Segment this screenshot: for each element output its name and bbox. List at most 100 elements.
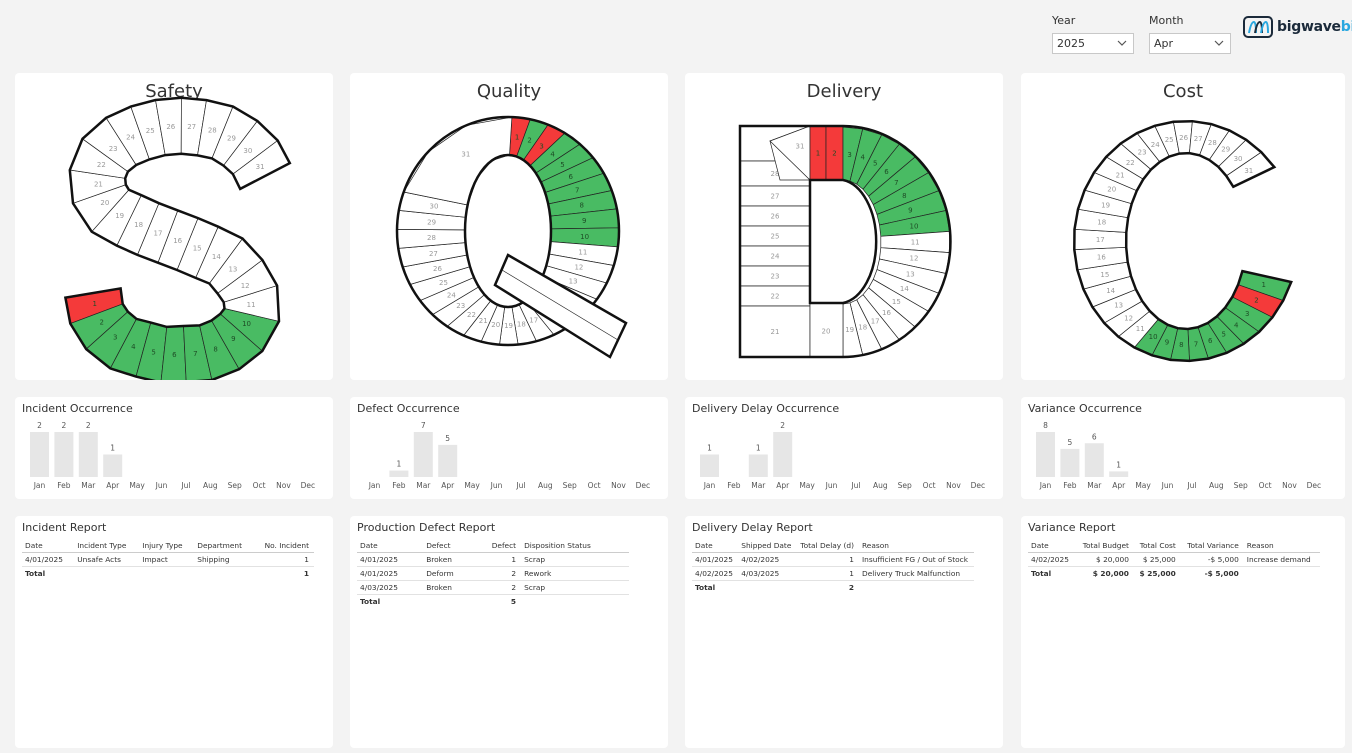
quality-letter-q-calendar: 1234567891011121314151617181920212223242… xyxy=(395,115,628,359)
chevron-down-icon xyxy=(1117,40,1127,46)
table-cell: 1 xyxy=(254,552,314,567)
bar[interactable] xyxy=(748,454,768,478)
day-label: 6 xyxy=(1208,337,1213,345)
column-header[interactable]: Defect xyxy=(474,538,522,553)
safety-title: Safety xyxy=(145,81,203,102)
column-header[interactable]: Shipped Date xyxy=(738,538,797,553)
bar[interactable] xyxy=(54,432,74,477)
column-header[interactable]: Date xyxy=(357,538,424,553)
day-cell[interactable]: 22 xyxy=(739,285,811,307)
day-cell[interactable]: 1 xyxy=(809,125,827,181)
column-header[interactable]: Date xyxy=(1028,538,1077,553)
day-label: 26 xyxy=(1179,134,1188,142)
delivery-card: Delivery 2928272625242322213031123456789… xyxy=(685,73,1003,380)
x-tick-label: Jan xyxy=(1039,481,1052,490)
table-cell: 4/01/2025 xyxy=(692,552,739,567)
day-cell[interactable]: 2 xyxy=(825,125,844,181)
chart-title: Defect Occurrence xyxy=(357,402,460,415)
table-row: 4/02/2025 4/03/2025 1 Delivery Truck Malfun… xyxy=(692,566,974,581)
data-label: 1 xyxy=(756,444,761,453)
column-header[interactable]: Incident Type xyxy=(74,538,140,553)
defect-occurrence-card: Defect Occurrence Jan Feb 1 Mar 7 Apr 5 May Jun J… xyxy=(350,397,668,499)
table-cell: Total xyxy=(1031,569,1052,578)
bar[interactable] xyxy=(78,432,98,477)
column-header[interactable]: Disposition Status xyxy=(521,538,629,553)
column-header[interactable]: Department xyxy=(194,538,255,553)
bar[interactable] xyxy=(1036,432,1055,477)
day-label: 29 xyxy=(427,218,436,226)
x-tick-label: Jun xyxy=(825,481,838,490)
year-dropdown[interactable]: 2025 xyxy=(1052,33,1134,54)
bar[interactable] xyxy=(1084,443,1104,477)
day-cell[interactable]: 20 xyxy=(809,302,844,358)
day-label: 31 xyxy=(461,150,470,158)
table-cell: 4/02/2025 xyxy=(692,566,739,581)
data-label: 6 xyxy=(1092,432,1097,441)
total-row: Total 2 xyxy=(692,581,974,595)
x-tick-label: Feb xyxy=(1063,481,1077,490)
column-header[interactable]: Total Variance xyxy=(1180,538,1244,553)
table-cell: Shipping xyxy=(194,552,255,567)
bar[interactable] xyxy=(413,432,433,477)
column-header[interactable]: Reason xyxy=(1243,538,1320,553)
bar[interactable] xyxy=(700,454,719,478)
day-label: 24 xyxy=(126,134,135,142)
x-tick-label: Mar xyxy=(81,481,96,490)
day-label: 16 xyxy=(882,309,891,317)
column-header[interactable]: Total Delay (d) xyxy=(796,538,859,553)
day-label: 12 xyxy=(574,264,583,272)
x-tick-label: Nov xyxy=(946,481,961,490)
column-header[interactable]: Date xyxy=(22,538,75,553)
data-label: 1 xyxy=(397,460,402,469)
table-cell: 4/03/2025 xyxy=(357,580,424,595)
table-cell: Unsafe Acts xyxy=(74,552,140,567)
bar[interactable] xyxy=(30,432,49,477)
day-label: 26 xyxy=(166,123,175,131)
day-label: 25 xyxy=(146,127,155,135)
day-cell[interactable]: 21 xyxy=(739,305,811,358)
production-defect-report-table: Date Defect Defect Disposition Status 4/01/2… xyxy=(357,538,629,608)
bar[interactable] xyxy=(389,470,409,477)
day-cell[interactable]: 23 xyxy=(739,265,811,287)
column-header[interactable]: Total Budget xyxy=(1076,538,1134,553)
x-tick-label: Nov xyxy=(276,481,291,490)
day-cell[interactable]: 24 xyxy=(739,245,811,267)
day-label: 12 xyxy=(1124,314,1133,322)
column-header[interactable]: Defect xyxy=(423,538,475,553)
month-filter: Month Apr xyxy=(1149,14,1231,54)
day-label: 22 xyxy=(97,161,106,169)
x-tick-label: Sep xyxy=(1234,481,1248,490)
column-header[interactable]: Total Cost xyxy=(1133,538,1181,553)
day-cell[interactable]: 27 xyxy=(739,185,811,207)
table-cell: 4/01/2025 xyxy=(22,552,75,567)
day-cell[interactable]: 26 xyxy=(739,205,811,227)
column-header[interactable]: Injury Type xyxy=(139,538,195,553)
table-cell: Broken xyxy=(423,552,475,567)
table-cell: -$ 5,000 xyxy=(1204,569,1239,578)
day-cell[interactable]: 25 xyxy=(739,225,811,247)
column-header[interactable]: Date xyxy=(692,538,739,553)
bar[interactable] xyxy=(103,454,123,478)
bar[interactable] xyxy=(438,444,458,477)
data-label: 1 xyxy=(1116,460,1121,469)
year-filter: Year 2025 xyxy=(1052,14,1134,54)
day-label: 27 xyxy=(771,193,780,201)
table-row: 4/01/2025 Deform 2 Rework xyxy=(357,566,629,581)
column-header[interactable]: No. Incident xyxy=(254,538,314,553)
day-label: 30 xyxy=(1234,155,1243,163)
report-title: Delivery Delay Report xyxy=(692,521,813,534)
table-cell xyxy=(1244,567,1320,581)
x-tick-label: Feb xyxy=(727,481,741,490)
day-label: 8 xyxy=(580,201,584,209)
table-row: 4/03/2025 Broken 2 Scrap xyxy=(357,580,629,595)
day-label: 14 xyxy=(900,285,909,293)
bar[interactable] xyxy=(773,432,793,477)
day-label: 22 xyxy=(771,293,780,301)
day-label: 23 xyxy=(1138,148,1147,156)
day-label: 21 xyxy=(479,317,488,325)
bar[interactable] xyxy=(1109,471,1129,477)
month-dropdown[interactable]: Apr xyxy=(1149,33,1231,54)
day-cell[interactable]: 17 xyxy=(1073,228,1127,250)
bar[interactable] xyxy=(1060,448,1080,477)
column-header[interactable]: Reason xyxy=(859,538,974,553)
